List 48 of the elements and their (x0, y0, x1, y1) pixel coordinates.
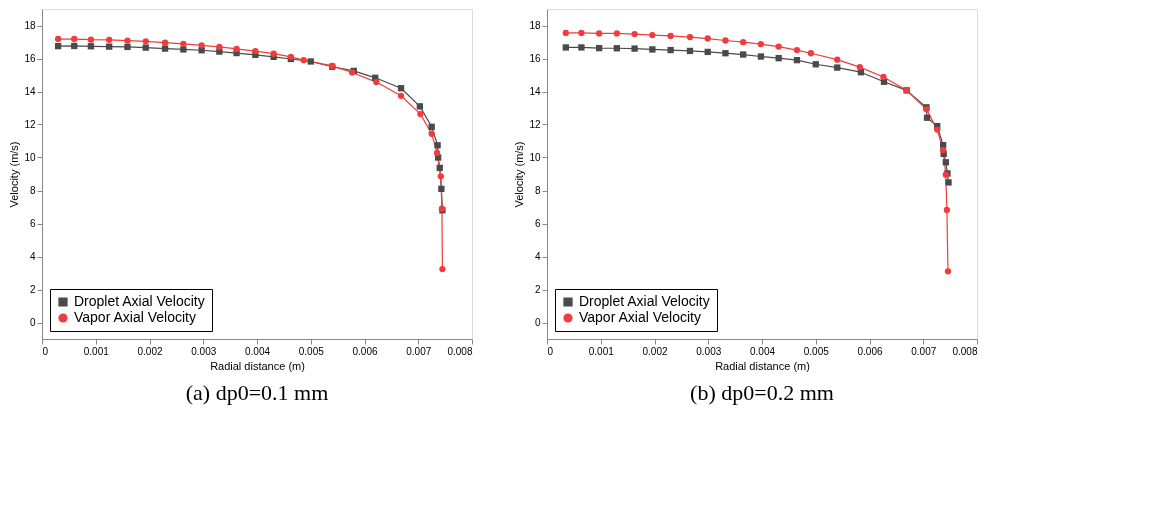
x-tick-label: 0.007 (406, 345, 432, 357)
x-axis-title: Radial distance (m) (210, 359, 305, 372)
x-tick-label: 0.002 (137, 345, 163, 357)
x-axis-title: Radial distance (m) (715, 359, 810, 372)
y-tick-label: 4 (534, 251, 541, 262)
y-tick-label: 18 (529, 20, 541, 31)
y-tick-label: 16 (24, 53, 36, 64)
y-tick-label: 4 (29, 251, 36, 262)
x-tick-label: 0.005 (803, 345, 830, 357)
y-tick-label: 10 (529, 152, 541, 163)
text: (a) dp0=0.1 mm (185, 380, 329, 405)
x-tick-label: 0.003 (191, 345, 217, 357)
x-tick-label: 0.008 (447, 345, 473, 357)
x-tick-label: 0.005 (298, 345, 325, 357)
legend-label: Droplet Axial Velocity (579, 293, 710, 309)
x-tick-label: 0 (42, 345, 49, 357)
text: (b) dp0=0.2 mm (690, 380, 834, 405)
legend-label: Vapor Axial Velocity (74, 309, 196, 325)
y-tick-label: 16 (529, 53, 541, 64)
y-tick-label: 14 (24, 86, 36, 97)
y-tick-label: 0 (534, 317, 541, 328)
x-tick-label: 0.004 (749, 345, 776, 357)
x-tick-label: 0.006 (352, 345, 378, 357)
y-tick-label: 6 (29, 218, 36, 229)
x-tick-label: 0.007 (911, 345, 937, 357)
y-axis-title: Velocity (m/s) (8, 141, 21, 208)
x-tick-label: 0.001 (588, 345, 615, 357)
y-tick-label: 6 (534, 218, 541, 229)
y-tick-label: 10 (24, 152, 36, 163)
y-tick-label: 8 (29, 185, 36, 196)
y-tick-label: 0 (29, 317, 36, 328)
x-tick-label: 0.002 (642, 345, 668, 357)
x-tick-label: 0.004 (244, 345, 271, 357)
y-tick-label: 2 (29, 284, 36, 295)
y-tick-label: 12 (529, 119, 541, 130)
y-tick-label: 2 (534, 284, 541, 295)
y-axis-title: Velocity (m/s) (513, 141, 526, 208)
y-tick-label: 8 (534, 185, 541, 196)
x-tick-label: 0.006 (857, 345, 883, 357)
x-tick-label: 0.008 (952, 345, 978, 357)
x-tick-label: 0.001 (83, 345, 110, 357)
legend-label: Droplet Axial Velocity (74, 293, 205, 309)
y-tick-label: 18 (24, 20, 36, 31)
x-tick-label: 0 (547, 345, 554, 357)
legend-label: Vapor Axial Velocity (579, 309, 701, 325)
x-tick-label: 0.003 (696, 345, 722, 357)
y-tick-label: 14 (529, 86, 541, 97)
y-tick-label: 12 (24, 119, 36, 130)
